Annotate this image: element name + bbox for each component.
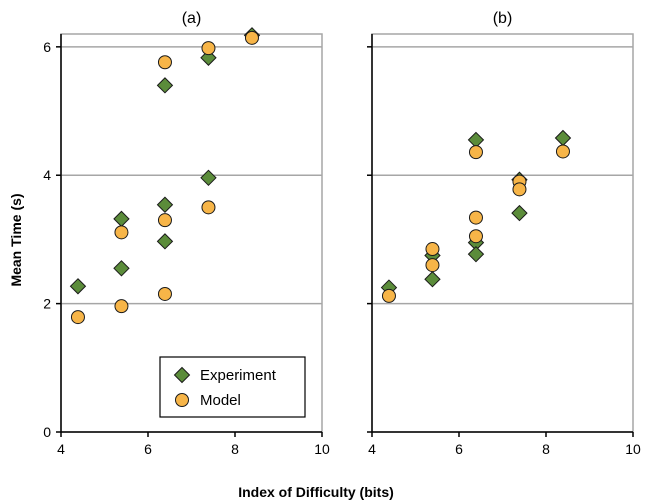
model-point: [201, 41, 216, 56]
experiment-point: [156, 233, 174, 250]
model-point: [381, 288, 396, 303]
model-point: [468, 229, 483, 244]
model-point: [468, 145, 483, 160]
experiment-point: [156, 196, 174, 213]
legend-experiment-marker: [173, 366, 191, 384]
legend-box: [159, 356, 306, 418]
x-tick-label: 8: [231, 441, 239, 457]
model-point: [114, 225, 129, 240]
panel-a: 4 6 8 10 0 2 4 6 (a): [43, 10, 330, 457]
model-point: [244, 30, 259, 45]
experiment-point: [554, 129, 572, 147]
panel-label: (a): [182, 10, 202, 27]
y-axis-title: Mean Time (s): [8, 193, 24, 286]
experiment-point: [424, 271, 441, 288]
experiment-point: [69, 278, 87, 295]
model-point: [157, 286, 172, 301]
model-point: [468, 210, 483, 225]
model-point: [114, 299, 129, 314]
y-tick-label: 2: [43, 296, 51, 312]
x-tick-label: 10: [625, 441, 641, 457]
legend: Experiment Model: [159, 356, 306, 418]
x-axis-title: Index of Difficulty (bits): [238, 484, 394, 500]
experiment-point: [156, 77, 174, 94]
panel-label: (b): [493, 10, 513, 27]
experiment-point: [511, 204, 528, 222]
model-point: [555, 144, 570, 159]
experiment-point: [113, 210, 130, 228]
x-tick-label: 4: [57, 441, 65, 457]
experiment-point: [200, 169, 217, 187]
legend-experiment-label: Experiment: [200, 367, 277, 384]
x-tick-label: 4: [368, 441, 376, 457]
experiment-point: [467, 245, 485, 263]
panel-b: 4 6 8 10 (b): [367, 10, 641, 457]
legend-model-marker: [175, 393, 189, 407]
y-tick-label: 4: [43, 167, 51, 183]
x-tick-label: 10: [314, 441, 330, 457]
model-point: [425, 242, 440, 257]
x-tick-label: 6: [144, 441, 152, 457]
model-point: [157, 213, 172, 228]
model-point: [70, 310, 85, 325]
experiment-point: [113, 260, 130, 277]
model-point: [512, 182, 527, 197]
model-point: [201, 200, 216, 215]
legend-model-label: Model: [200, 392, 241, 409]
x-tick-label: 6: [455, 441, 463, 457]
model-point: [157, 55, 172, 70]
y-tick-label: 0: [43, 424, 51, 440]
y-tick-label: 6: [43, 39, 51, 55]
plot-frame: [371, 33, 634, 433]
x-tick-label: 8: [542, 441, 550, 457]
model-point: [425, 258, 440, 273]
